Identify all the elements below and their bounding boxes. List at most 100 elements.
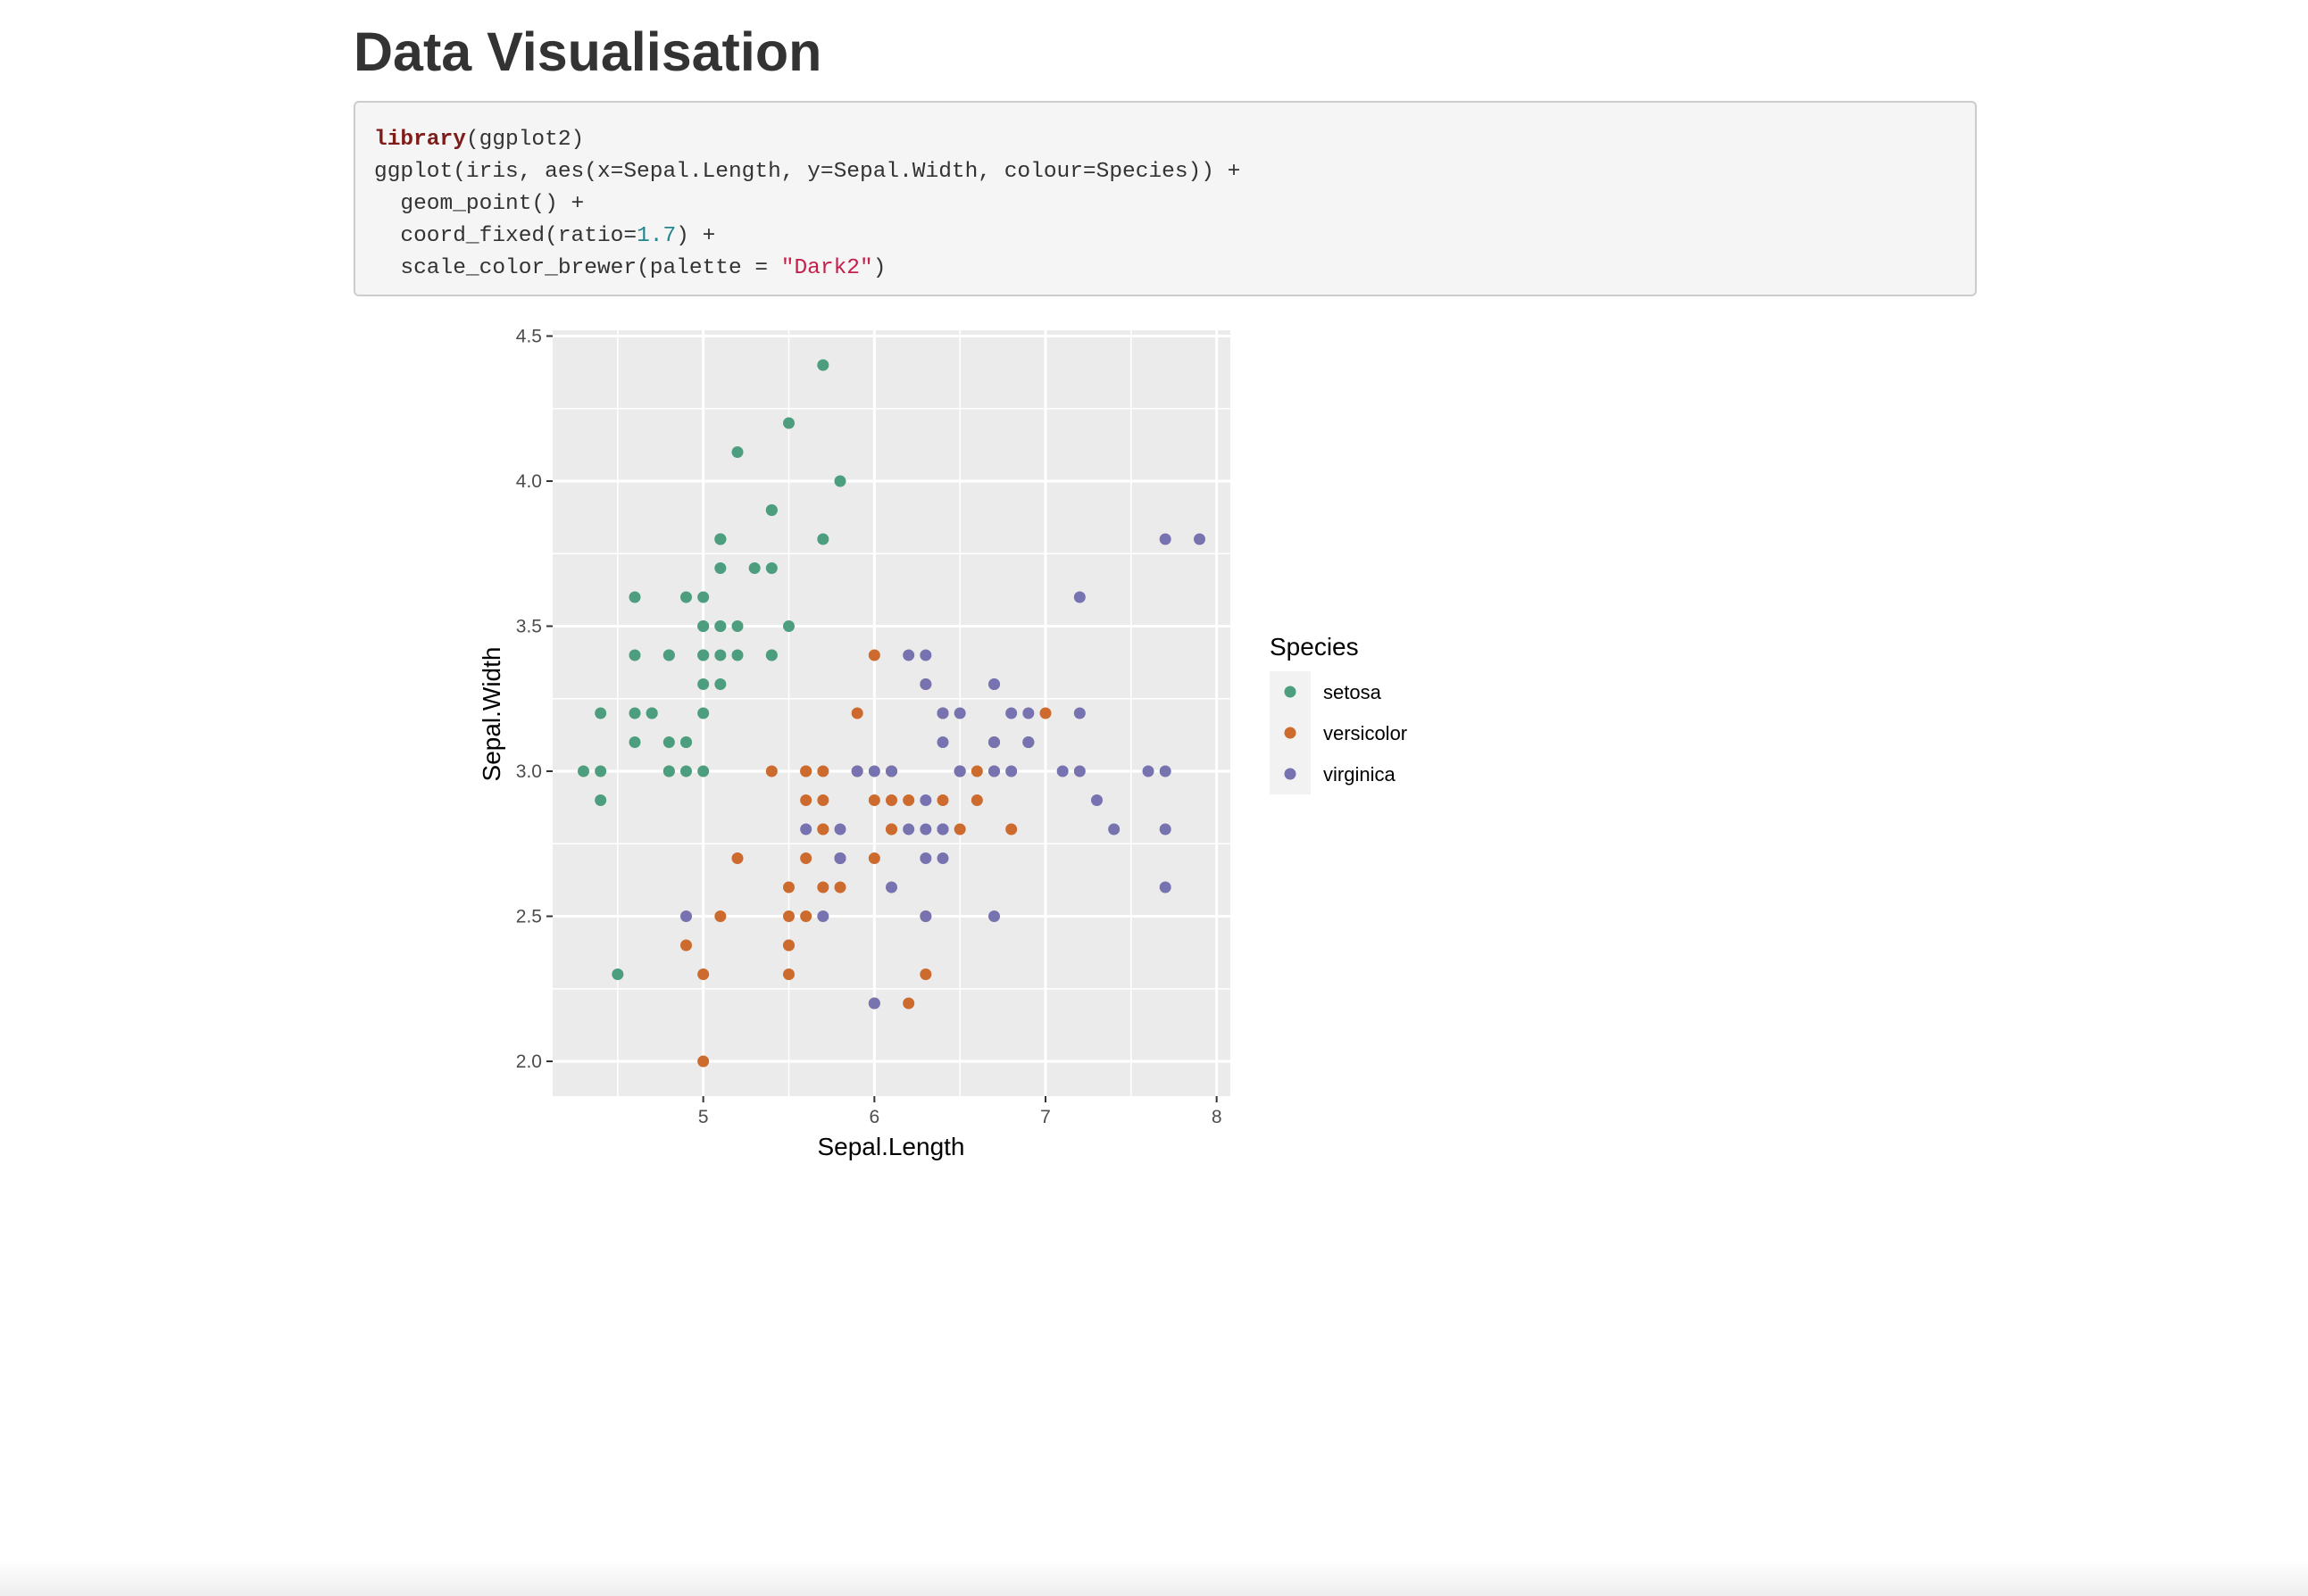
point-setosa — [748, 562, 761, 574]
y-tick-label: 3.0 — [516, 761, 542, 782]
point-versicolor — [903, 794, 915, 806]
x-axis-title: Sepal.Length — [817, 1133, 964, 1160]
point-virginica — [1022, 707, 1035, 719]
code-token: "Dark2" — [780, 256, 873, 280]
legend-label-setosa: setosa — [1323, 681, 1382, 703]
point-setosa — [646, 707, 658, 719]
point-versicolor — [868, 852, 880, 864]
legend-title: Species — [1270, 633, 1359, 661]
point-setosa — [697, 707, 710, 719]
point-setosa — [697, 678, 710, 690]
point-virginica — [1142, 765, 1154, 777]
y-axis-title: Sepal.Width — [478, 647, 505, 782]
point-virginica — [937, 707, 949, 719]
data-points — [578, 359, 1205, 1068]
point-virginica — [800, 823, 812, 835]
point-virginica — [954, 765, 966, 777]
point-virginica — [1022, 736, 1035, 748]
point-setosa — [595, 765, 607, 777]
legend: Species setosa versicolor virginica — [1270, 633, 1407, 794]
point-setosa — [765, 562, 778, 574]
point-versicolor — [800, 765, 812, 777]
code-line: coord_fixed(ratio=1.7) + — [374, 220, 1975, 253]
point-setosa — [697, 620, 710, 632]
point-setosa — [629, 591, 641, 603]
point-setosa — [714, 620, 727, 632]
point-versicolor — [920, 968, 932, 980]
point-setosa — [680, 591, 692, 603]
point-setosa — [783, 620, 795, 632]
point-virginica — [920, 649, 932, 661]
code-token: scale_color_brewer(palette = — [374, 256, 781, 280]
point-versicolor — [783, 939, 795, 952]
point-virginica — [1108, 823, 1121, 835]
point-virginica — [920, 852, 932, 864]
x-tick-label: 6 — [869, 1107, 879, 1127]
point-virginica — [1159, 881, 1171, 894]
code-token: ) + — [676, 224, 716, 248]
point-versicolor — [971, 765, 983, 777]
point-versicolor — [817, 823, 829, 835]
point-setosa — [680, 765, 692, 777]
point-versicolor — [868, 794, 880, 806]
code-token: 1.7 — [637, 224, 677, 248]
x-tick-label: 7 — [1040, 1107, 1051, 1127]
point-versicolor — [800, 852, 812, 864]
code-token: coord_fixed(ratio= — [374, 224, 637, 248]
legend-key-virginica — [1284, 768, 1296, 780]
point-versicolor — [954, 823, 966, 835]
point-setosa — [731, 446, 744, 458]
point-virginica — [1091, 794, 1103, 806]
point-virginica — [920, 823, 932, 835]
point-setosa — [578, 765, 589, 777]
point-setosa — [765, 504, 778, 516]
point-versicolor — [783, 968, 795, 980]
point-virginica — [868, 997, 880, 1010]
point-virginica — [1005, 707, 1018, 719]
x-tick-label: 8 — [1212, 1107, 1222, 1127]
point-virginica — [834, 823, 846, 835]
code-line: library(ggplot2) — [374, 124, 1975, 156]
point-virginica — [988, 910, 1000, 922]
plot-panel — [553, 330, 1230, 1096]
point-versicolor — [783, 910, 795, 922]
code-token: library — [374, 128, 466, 152]
code-token: (ggplot2) — [465, 128, 585, 152]
point-virginica — [1159, 533, 1171, 545]
x-axis: 5 6 7 8 — [698, 1096, 1222, 1127]
point-versicolor — [817, 765, 829, 777]
point-setosa — [697, 649, 710, 661]
point-setosa — [595, 707, 607, 719]
point-virginica — [937, 852, 949, 864]
code-line: scale_color_brewer(palette = "Dark2") — [374, 253, 1975, 285]
point-virginica — [868, 765, 880, 777]
point-setosa — [697, 765, 710, 777]
point-versicolor — [714, 910, 727, 922]
point-versicolor — [937, 794, 949, 806]
point-virginica — [988, 736, 1000, 748]
code-token: ) — [872, 256, 887, 280]
point-setosa — [714, 562, 727, 574]
grid-minor-lines — [553, 330, 1230, 1096]
point-virginica — [1005, 765, 1018, 777]
point-versicolor — [765, 765, 778, 777]
point-setosa — [662, 765, 675, 777]
point-setosa — [714, 533, 727, 545]
code-line: geom_point() + — [374, 188, 1975, 220]
point-versicolor — [886, 823, 897, 835]
point-setosa — [731, 620, 744, 632]
point-virginica — [886, 881, 897, 894]
y-tick-label: 2.5 — [516, 907, 542, 927]
point-virginica — [937, 736, 949, 748]
point-virginica — [834, 852, 846, 864]
code-block[interactable]: library(ggplot2) ggplot(iris, aes(x=Sepal… — [354, 101, 1977, 296]
point-virginica — [1194, 533, 1205, 545]
point-setosa — [612, 968, 624, 980]
point-virginica — [988, 678, 1000, 690]
point-virginica — [988, 765, 1000, 777]
point-versicolor — [851, 707, 863, 719]
point-setosa — [680, 736, 692, 748]
point-setosa — [817, 359, 829, 371]
point-virginica — [886, 765, 897, 777]
point-virginica — [1159, 765, 1171, 777]
